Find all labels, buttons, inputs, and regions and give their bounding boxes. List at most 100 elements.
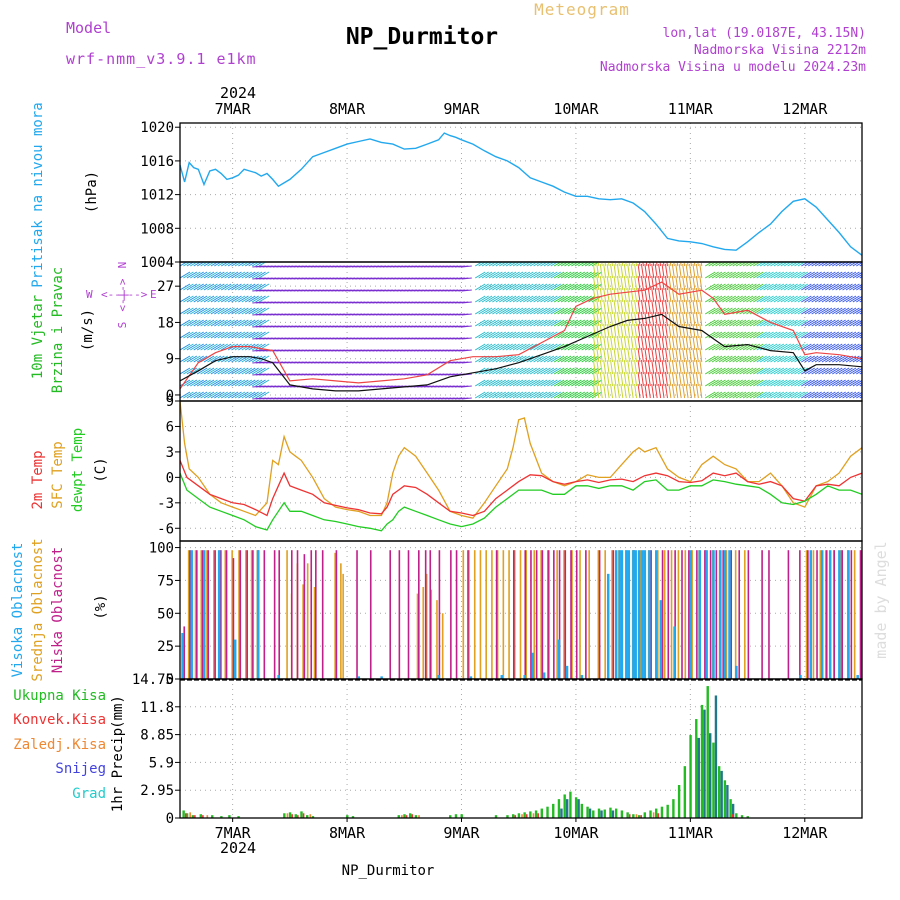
wind-barb (668, 263, 672, 279)
cloud-mid-bar (485, 550, 487, 679)
wind-barb (704, 295, 716, 303)
wind-barb (790, 391, 802, 399)
cloud-low-bar (575, 550, 578, 679)
wind-barb (801, 319, 812, 327)
wind-barb (474, 283, 486, 291)
wind-barb (831, 271, 843, 279)
wind-barb (729, 367, 740, 375)
wind-barb (739, 319, 750, 327)
wind-barb (608, 262, 610, 267)
wind-barb (644, 275, 648, 291)
cloud-low-bar (438, 550, 441, 679)
wind-barb (818, 307, 829, 315)
cloud-high-bar (655, 550, 658, 679)
wind-barb (715, 343, 726, 351)
precip-conv-bar (302, 813, 305, 818)
wind-barb (801, 307, 812, 315)
cloud-low-bar (535, 550, 538, 679)
wind-barb (502, 295, 513, 303)
wind-barb (603, 335, 607, 351)
wind-barb (686, 262, 689, 267)
wind-barb (783, 283, 795, 291)
wind-barb (505, 295, 517, 303)
cloud-mid-bar (416, 593, 419, 679)
wind-barb (214, 391, 225, 399)
wind-barb (584, 283, 596, 291)
precip-conv-bar (514, 815, 517, 818)
wind-barb (818, 391, 829, 399)
wind-barb (516, 271, 527, 279)
wind-barb (210, 367, 222, 375)
wind-barb (678, 311, 682, 327)
wind-barb (536, 283, 548, 291)
wind-barb (644, 383, 648, 399)
chart-title: NP_Durmitor (346, 24, 498, 50)
wind-barb (753, 283, 764, 291)
wind-barb (251, 391, 263, 399)
wind-barb (564, 262, 573, 267)
wind-barb (613, 383, 617, 399)
wind-ytick-label: 18 (157, 315, 174, 331)
wind-barb (505, 283, 517, 291)
wind-barb (499, 331, 510, 339)
wind-barb (685, 275, 689, 291)
wind-barb (536, 355, 548, 363)
wind-barb (739, 283, 750, 291)
wind-barb (766, 379, 778, 387)
wind-barb (488, 295, 500, 303)
wind-barb (715, 319, 726, 327)
wind-barb (616, 335, 620, 351)
wind-barb (849, 271, 860, 279)
wind-barb (190, 379, 201, 387)
wind-barb (186, 295, 198, 303)
wind-barb (770, 307, 781, 315)
top-date-tick-label: 12MAR (782, 100, 828, 118)
wind-barb (811, 262, 820, 267)
precip-total-bar (597, 808, 601, 818)
wind-barb (849, 355, 860, 363)
wind-barb (255, 307, 266, 315)
wind-barb (783, 262, 792, 267)
wind-barb (729, 331, 740, 339)
wind-barb (658, 311, 662, 327)
wind-barb (623, 311, 627, 327)
wind-barb (708, 307, 719, 315)
wind-barb (533, 319, 544, 327)
wind-barb (543, 367, 555, 375)
wind-barb (557, 283, 568, 291)
wind-barb (547, 319, 558, 327)
wind-barb (588, 283, 599, 291)
pressure-ytick-label: 1012 (140, 188, 174, 204)
wind-barb (766, 367, 778, 375)
wind-barb (671, 359, 675, 375)
wind-barb (678, 383, 682, 399)
wind-barb (512, 319, 524, 327)
wind-dir-arrow-we: <--|--> (101, 288, 148, 301)
wind-barb (231, 367, 242, 375)
wind-barb (630, 287, 634, 303)
wind-barb (255, 295, 266, 303)
wind-barb (180, 319, 191, 327)
wind-barb (722, 262, 731, 267)
precip-ytick-label: 0 (166, 811, 174, 827)
wind-barb (746, 355, 757, 363)
wind-barb (196, 391, 208, 399)
wind-barb (852, 391, 862, 399)
wind-barb (739, 355, 750, 363)
precip-total-bar (729, 799, 732, 818)
wind-barb (224, 283, 235, 291)
precip-total-bar (182, 810, 185, 818)
wind-barb (200, 367, 211, 375)
wind-barb (592, 371, 596, 387)
wind-barb (766, 283, 778, 291)
cloud-mid-bar (571, 550, 573, 679)
wind-barb (251, 379, 263, 387)
wind-barb (516, 295, 527, 303)
wind-barb (217, 331, 229, 339)
wind-barb (715, 367, 726, 375)
wind-barb (244, 262, 253, 267)
wind-barb (543, 319, 555, 327)
temperature-border (179, 400, 863, 542)
wind-barb (682, 347, 686, 363)
wind-barb (200, 391, 211, 399)
